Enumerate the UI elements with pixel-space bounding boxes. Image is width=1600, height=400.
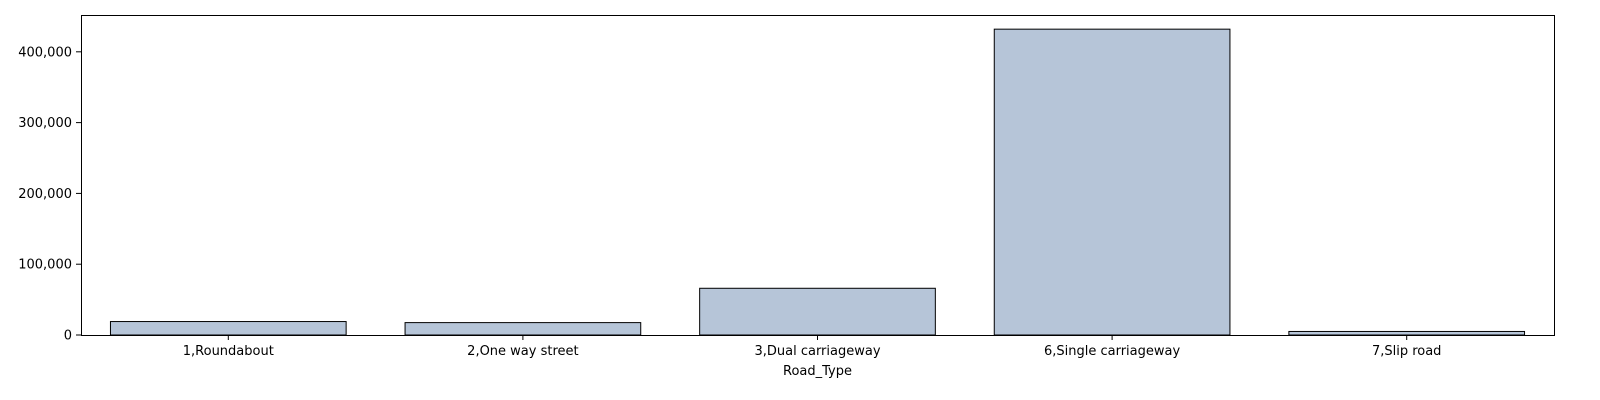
bar: [1288, 330, 1526, 336]
plot-frame: [81, 15, 1555, 336]
y-axis-ticks: 0 100,000 200,000 300,000 400,000: [18, 45, 81, 344]
y-tick-label: 100,000: [18, 258, 72, 273]
y-tick-label: 200,000: [18, 187, 72, 202]
x-tick-label: 1,Roundabout: [183, 344, 274, 359]
bar: [109, 321, 347, 336]
bar: [404, 322, 642, 336]
y-tick-label: 0: [64, 329, 72, 344]
y-tick-label: 400,000: [18, 45, 72, 60]
x-tick-label: 6,Single carriageway: [1044, 344, 1181, 359]
y-tick-label: 300,000: [18, 116, 72, 131]
x-tick-label: 3,Dual carriageway: [754, 344, 880, 359]
bar: [699, 287, 936, 336]
x-tick-label: 2,One way street: [467, 344, 578, 359]
bars-group: [109, 28, 1526, 336]
x-tick-label: 7,Slip road: [1372, 344, 1442, 359]
x-axis-ticks: 1,Roundabout 2,One way street 3,Dual carri…: [183, 335, 1442, 359]
x-axis-title: Road_Type: [783, 364, 852, 379]
bar: [993, 28, 1231, 336]
